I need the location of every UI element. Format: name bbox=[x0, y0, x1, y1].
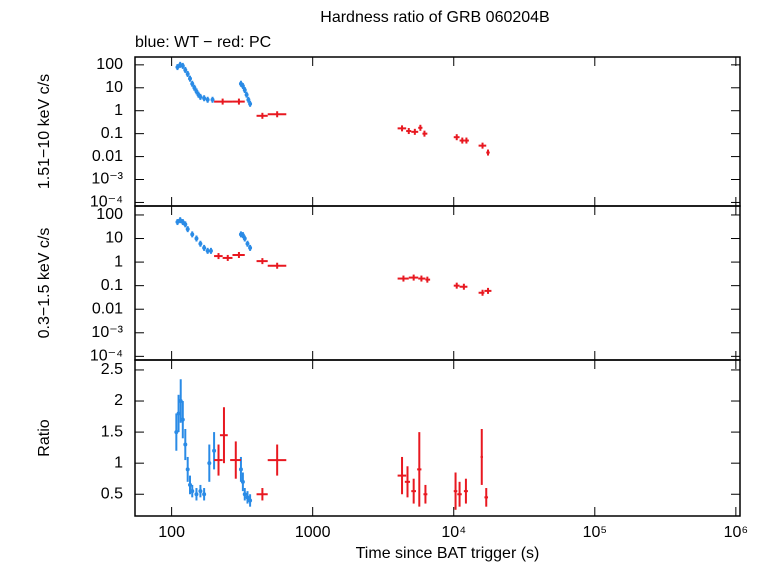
point bbox=[202, 492, 207, 497]
x-tick-label: 10⁴ bbox=[441, 524, 466, 541]
point bbox=[205, 97, 210, 102]
point bbox=[185, 227, 190, 232]
plot-frame bbox=[134, 56, 741, 207]
point bbox=[242, 88, 247, 93]
point bbox=[176, 411, 181, 416]
point bbox=[175, 65, 180, 70]
point bbox=[183, 67, 188, 72]
y-tick-label: 10⁻³ bbox=[91, 324, 123, 341]
point bbox=[180, 63, 185, 68]
y-tick-label: 10 bbox=[105, 230, 123, 247]
y-tick-label: 10⁻⁴ bbox=[90, 194, 123, 211]
point bbox=[240, 479, 245, 484]
point bbox=[174, 430, 179, 435]
y-tick-label: 0.1 bbox=[101, 277, 123, 294]
point bbox=[183, 222, 188, 227]
point bbox=[198, 94, 203, 99]
point bbox=[192, 85, 197, 90]
point bbox=[194, 89, 199, 94]
point bbox=[190, 489, 195, 494]
y-axis-label: 0.3−1.5 keV c/s bbox=[36, 228, 53, 339]
y-tick-label: 1 bbox=[114, 253, 123, 270]
y-tick-label: 2.5 bbox=[101, 361, 123, 378]
point bbox=[180, 417, 185, 422]
point bbox=[210, 97, 215, 102]
x-axis-label: Time since BAT trigger (s) bbox=[356, 545, 540, 562]
point bbox=[185, 467, 190, 472]
y-axis-label: 1.51−10 keV c/s bbox=[36, 74, 53, 189]
y-tick-label: 0.01 bbox=[92, 300, 123, 317]
y-tick-label: 100 bbox=[96, 56, 123, 73]
point bbox=[205, 248, 210, 253]
x-tick-label: 100 bbox=[158, 524, 185, 541]
point bbox=[245, 241, 250, 246]
point bbox=[202, 96, 207, 101]
y-tick-label: 10 bbox=[105, 79, 123, 96]
point bbox=[188, 482, 193, 487]
point bbox=[242, 236, 247, 241]
x-tick-label: 1000 bbox=[295, 524, 331, 541]
y-tick-label: 10⁻⁴ bbox=[90, 348, 123, 365]
y-tick-label: 10⁻³ bbox=[91, 171, 123, 188]
y-tick-label: 1 bbox=[114, 102, 123, 119]
y-tick-label: 0.5 bbox=[101, 485, 123, 502]
y-axis-label: Ratio bbox=[36, 419, 53, 456]
point bbox=[198, 489, 203, 494]
point bbox=[190, 81, 195, 86]
point bbox=[194, 236, 199, 241]
plot-frame bbox=[134, 205, 741, 361]
point bbox=[248, 498, 253, 503]
chart-subtitle: blue: WT − red: PC bbox=[135, 34, 271, 51]
y-tick-label: 1 bbox=[114, 454, 123, 471]
chart-title: Hardness ratio of GRB 060204B bbox=[320, 9, 549, 26]
point bbox=[240, 83, 245, 88]
point bbox=[242, 492, 247, 497]
x-tick-label: 10⁵ bbox=[583, 524, 607, 541]
point bbox=[202, 245, 207, 250]
point bbox=[212, 448, 217, 453]
point bbox=[188, 76, 193, 81]
point bbox=[248, 245, 253, 250]
point bbox=[207, 461, 212, 466]
point bbox=[238, 467, 243, 472]
y-tick-label: 0.1 bbox=[101, 125, 123, 142]
x-tick-label: 10⁶ bbox=[724, 524, 748, 541]
plot-frame bbox=[134, 359, 741, 517]
point bbox=[183, 442, 188, 447]
y-tick-label: 0.01 bbox=[92, 148, 123, 165]
point bbox=[190, 232, 195, 237]
y-tick-label: 100 bbox=[96, 206, 123, 223]
point bbox=[178, 399, 183, 404]
point bbox=[208, 248, 213, 253]
point bbox=[198, 241, 203, 246]
y-tick-label: 1.5 bbox=[101, 423, 123, 440]
point bbox=[194, 492, 199, 497]
point bbox=[246, 97, 251, 102]
point bbox=[248, 101, 253, 106]
point bbox=[185, 71, 190, 76]
y-tick-label: 2 bbox=[114, 392, 123, 409]
point bbox=[244, 92, 249, 97]
point bbox=[245, 495, 250, 500]
